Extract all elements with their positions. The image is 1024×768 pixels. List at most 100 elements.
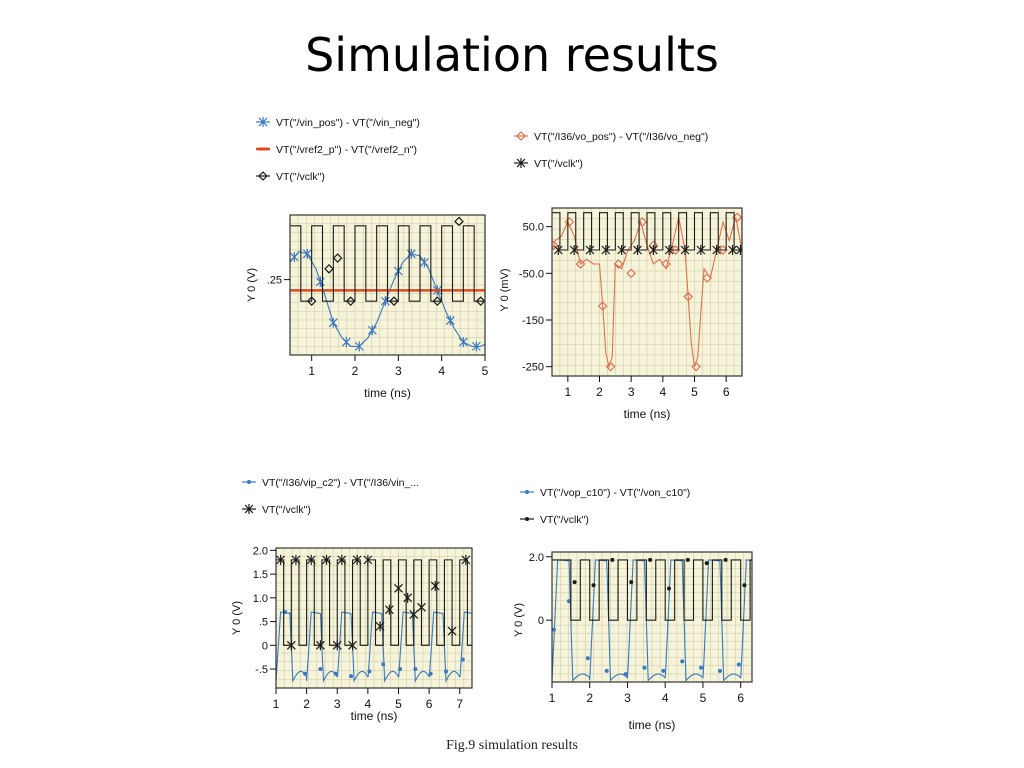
series-marker-1-1-6	[354, 341, 364, 352]
series-marker-4-1-1	[552, 627, 556, 632]
x-tick-label-1-1: 1	[308, 364, 315, 378]
y-tick-label-3-5: 0	[262, 640, 268, 652]
series-marker-2-1-5	[605, 361, 616, 372]
series-line-4-1	[552, 559, 752, 682]
x-axis-label-2: time (ns)	[624, 407, 671, 421]
series-marker-3-2-7	[363, 554, 373, 565]
series-marker-4-2-7	[685, 557, 690, 562]
series-marker-4-1-4	[604, 668, 609, 673]
series-marker-1-1-1	[290, 252, 299, 262]
series-marker-4-2-10	[742, 583, 747, 588]
clock-trace-3	[276, 559, 472, 646]
series-marker-3-1-3	[318, 667, 323, 672]
series-marker-1-1-4	[328, 317, 338, 328]
x-tick-label-4-2: 2	[586, 691, 593, 705]
clock-trace-4	[552, 559, 752, 621]
series-marker-1-1-13	[445, 315, 455, 326]
x-tick-label-2-4: 4	[659, 385, 666, 399]
series-marker-2-2-1	[553, 245, 563, 255]
x-tick-label-1-3: 3	[395, 364, 402, 378]
legend-label-2-2: VT("/vclk")	[534, 158, 583, 170]
series-marker-2-2-9	[680, 245, 690, 255]
plot-series-3	[276, 554, 472, 684]
series-marker-4-1-6	[642, 665, 647, 670]
y-tick-label-4-1: 2.0	[529, 552, 544, 564]
series-marker2-3-2-3	[332, 640, 342, 651]
legend-label-4-2: VT("/vclk")	[540, 514, 589, 526]
series-marker-2-2-7	[648, 245, 658, 255]
series-marker-3-2-16	[461, 554, 471, 565]
series-marker-4-1-5	[623, 672, 628, 677]
series-marker-2-1-13	[691, 361, 701, 372]
series-marker-4-2-4	[629, 580, 634, 585]
series-marker-1-3-3	[389, 296, 399, 307]
chart-panel-3: VT("/I36/vip_c2") - VT("/I36/vin_... VT("…	[231, 477, 473, 723]
series-line-3-1	[276, 611, 472, 684]
x-axis-label-4: time (ns)	[629, 718, 676, 732]
legend-entry-3-2: VT("/vclk")	[242, 504, 311, 516]
y-tick-label-3-4: .5	[259, 617, 268, 629]
series-marker-3-2-14	[430, 580, 440, 591]
series-marker-1-3-5	[475, 296, 485, 307]
y-tick-label-4-2: 0	[538, 615, 544, 627]
series-marker-3-2-3	[306, 554, 316, 565]
x-tick-label-3-6: 6	[426, 697, 433, 711]
x-tick-label-4-4: 4	[662, 691, 669, 705]
series-marker-3-1-10	[428, 671, 433, 676]
legend-entry-3-1: VT("/I36/vip_c2") - VT("/I36/vin_...	[242, 477, 419, 489]
series-marker-4-2-6	[666, 586, 671, 591]
legend-entry-2-2: VT("/vclk")	[514, 158, 583, 170]
series-marker-3-2-8	[375, 621, 385, 632]
y-axis-label-4: Y 0 (V)	[513, 603, 525, 637]
legend-entry-4-1: VT("/vop_c10") - VT("/von_c10")	[520, 487, 690, 499]
series-marker-4-2-5	[648, 557, 653, 562]
y-tick-label-3-3: 1.0	[253, 593, 268, 605]
x-tick-label-3-2: 2	[303, 697, 310, 711]
series-marker-2-1-7	[626, 268, 637, 279]
series-marker-2-2-6	[633, 245, 642, 255]
y-tick-label-3-6: -.5	[255, 664, 268, 676]
x-tick-label-4-6: 6	[737, 691, 744, 705]
series-marker-4-1-7	[661, 668, 666, 673]
series-marker-4-2-2	[591, 583, 596, 588]
series-marker-3-1-11	[443, 669, 448, 674]
series-marker-2-1-2	[564, 217, 575, 227]
series-marker-3-2-6	[352, 554, 362, 565]
x-tick-label-2-2: 2	[596, 385, 603, 399]
series-marker-3-1-12	[460, 657, 465, 662]
clock-trace-1	[290, 225, 485, 302]
plot-frame-2	[551, 207, 743, 377]
series-marker-1-3-1	[306, 296, 317, 307]
y-tick-label-3-2: 1.5	[253, 569, 268, 581]
series-marker-2-2-8	[664, 245, 674, 255]
legend-marker-3-1	[247, 480, 251, 484]
series-marker-2-1-3	[575, 259, 586, 269]
series-marker-2-2-10	[696, 245, 706, 255]
series-marker-3-2-4	[322, 554, 331, 565]
legend-entry-2-1: VT("/I36/vo_pos") - VT("/I36/vo_neg")	[514, 131, 708, 143]
series-marker2-3-2-4	[348, 640, 357, 651]
series-marker-3-2-9	[384, 604, 394, 615]
x-axis-label-3: time (ns)	[351, 709, 398, 723]
legend-label-3-2: VT("/vclk")	[262, 504, 311, 516]
series-marker-2-2-2	[569, 245, 579, 255]
series-marker-1-1-14	[458, 337, 468, 348]
plot-series-2	[552, 212, 742, 372]
series-marker-3-2-13	[417, 602, 426, 613]
x-tick-label-2-1: 1	[564, 385, 571, 399]
figure-caption: Fig.9 simulation results	[446, 738, 578, 753]
legend-label-1-2: VT("/vref2_p") - VT("/vref2_n")	[276, 144, 417, 156]
series-marker2-1-3-3	[454, 216, 464, 227]
series-line-2-1	[552, 217, 742, 369]
series-marker-3-2-15	[447, 626, 457, 637]
x-tick-label-3-7: 7	[456, 697, 463, 711]
series-marker-4-2-1	[572, 580, 577, 585]
series-marker-4-1-10	[717, 668, 722, 673]
plot-frame-3	[275, 547, 473, 689]
y-axis-label-1: Y 0 (V)	[246, 268, 258, 302]
series-marker-3-1-8	[398, 667, 403, 672]
series-marker-2-2-3	[585, 245, 595, 255]
x-tick-label-1-4: 4	[438, 364, 445, 378]
series-marker-4-1-8	[680, 659, 685, 664]
